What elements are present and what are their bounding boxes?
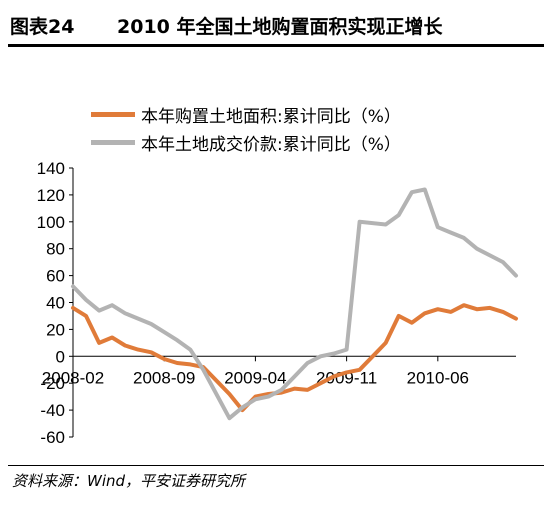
y-tick-label: 100 <box>37 213 65 232</box>
y-tick-label: 80 <box>46 240 65 259</box>
legend-item: 本年土地成交价款:累计同比（%） <box>91 128 401 156</box>
x-tick-label: 2008-02 <box>42 368 104 387</box>
title-rule <box>8 44 544 47</box>
y-tick-label: 60 <box>46 267 65 286</box>
legend-label: 本年购置土地面积:累计同比（%） <box>141 106 401 127</box>
y-tick-label: 0 <box>56 347 65 366</box>
figure-label: 图表24 <box>10 16 75 38</box>
x-tick-label: 2010-06 <box>407 368 469 387</box>
legend-swatch <box>91 111 135 117</box>
y-tick-label: 20 <box>46 320 65 339</box>
legend-item: 本年购置土地面积:累计同比（%） <box>91 100 401 128</box>
y-tick-label: -20 <box>40 374 65 393</box>
legend: 本年购置土地面积:累计同比（%） 本年土地成交价款:累计同比（%） <box>91 100 401 156</box>
x-tick-label: 2008-09 <box>133 368 195 387</box>
legend-label: 本年土地成交价款:累计同比（%） <box>141 134 401 155</box>
chart-title: 2010 年全国土地购置面积实现正增长 <box>117 16 443 38</box>
line-chart: -60 -40 -20 0 20 40 60 80 100 120 140 2008-02 2008-0… <box>37 159 518 447</box>
source-note: 资料来源：Wind，平安证券研究所 <box>12 472 246 490</box>
series-line <box>71 303 518 413</box>
y-tick-label: -60 <box>40 428 65 447</box>
y-tick-label: 120 <box>37 186 65 205</box>
series-line <box>71 187 518 421</box>
source-rule <box>8 465 544 466</box>
legend-swatch <box>91 139 135 145</box>
x-tick-label: 2009-11 <box>316 368 377 387</box>
y-tick-label: 40 <box>46 294 65 313</box>
x-tick-label: 2009-04 <box>224 368 286 387</box>
y-tick-label: -40 <box>40 401 65 420</box>
y-tick-label: 140 <box>37 159 65 178</box>
